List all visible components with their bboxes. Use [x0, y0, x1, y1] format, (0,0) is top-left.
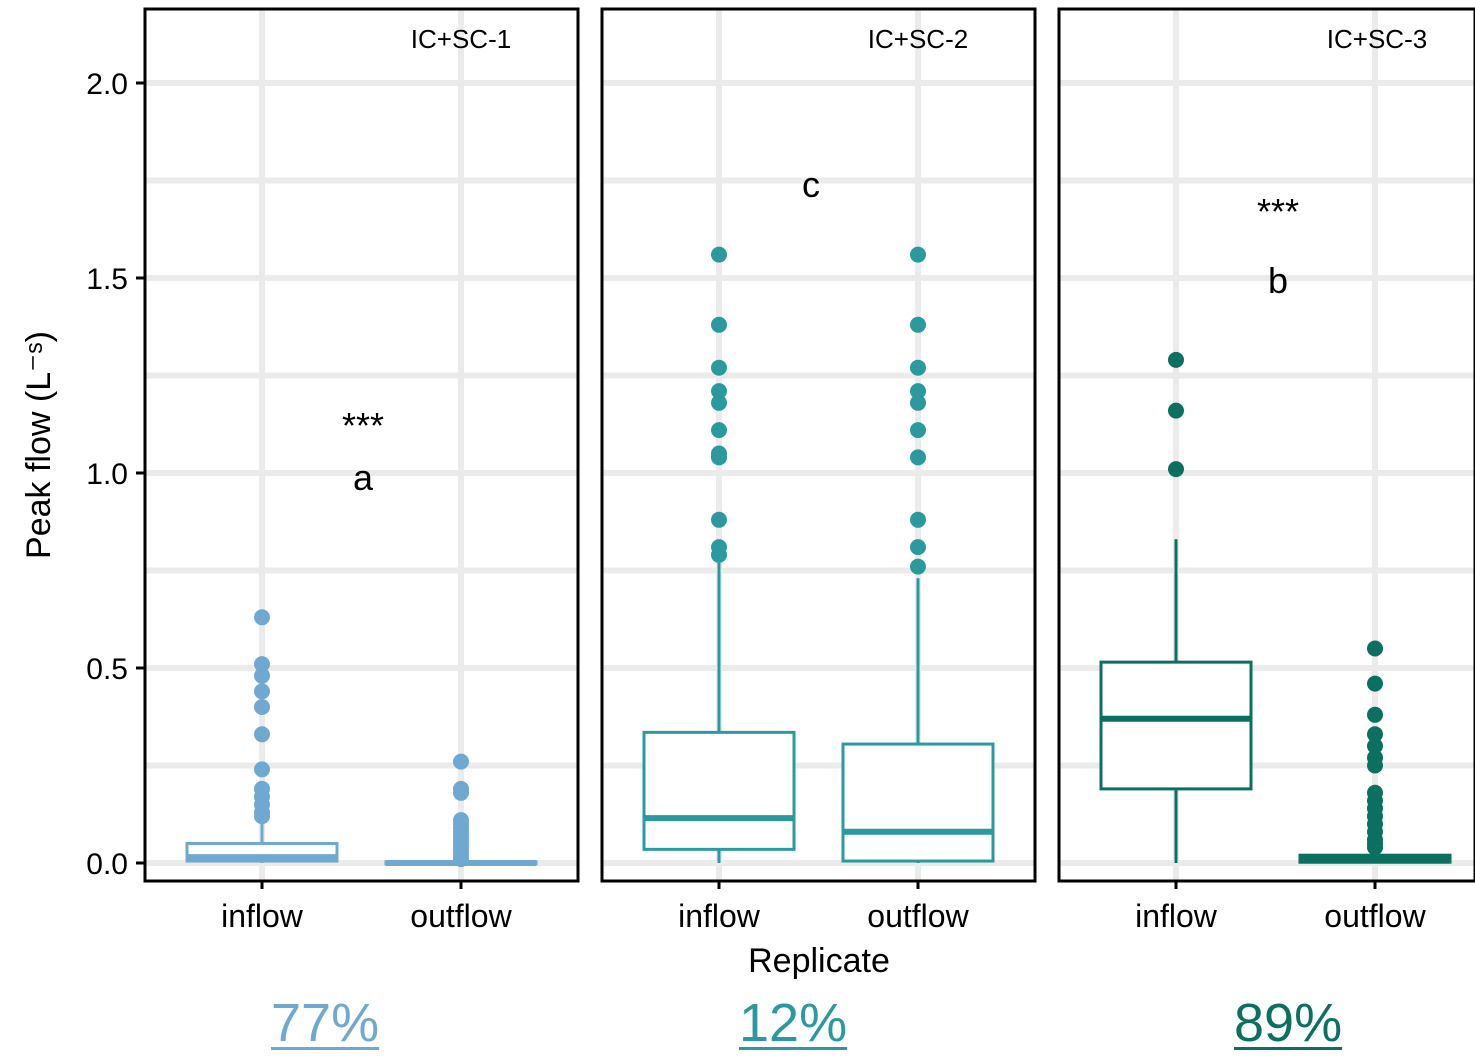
outlier-point [254, 609, 270, 626]
y-tick-label: 1.0 [86, 458, 128, 491]
outlier-point [1367, 675, 1383, 692]
outlier-point [910, 359, 926, 376]
x-tick-label: inflow [678, 898, 761, 934]
percent-label: 89% [1234, 993, 1343, 1053]
x-tick-label: outflow [1324, 898, 1426, 934]
outlier-point [910, 449, 926, 466]
outlier-point [1367, 706, 1383, 723]
y-axis-title: Peak flow (L⁻ˢ) [20, 331, 58, 559]
panel-title: IC+SC-3 [1327, 24, 1427, 54]
outlier-point [254, 726, 270, 743]
panel-border [600, 7, 1037, 883]
percent-label: 77% [271, 993, 380, 1053]
y-tick-label: 0.0 [86, 848, 128, 881]
significance-label: *** [342, 405, 384, 446]
outlier-point [910, 316, 926, 333]
outlier-point [910, 558, 926, 575]
outlier-point [1168, 351, 1184, 368]
group-letter: a [353, 457, 374, 498]
box [1099, 660, 1253, 791]
outlier-point [1367, 640, 1383, 657]
outlier-point [1168, 402, 1184, 419]
box [642, 730, 796, 851]
outlier-point [1367, 738, 1383, 754]
outlier-point [254, 761, 270, 778]
outlier-point [1367, 726, 1383, 743]
outlier-point [910, 511, 926, 528]
outlier-point [711, 246, 727, 263]
outlier-point [910, 246, 926, 263]
outlier-point [1168, 461, 1184, 478]
outlier-point [910, 383, 926, 400]
outlier-point [453, 784, 469, 801]
outlier-point [254, 667, 270, 684]
group-letter: c [802, 164, 820, 205]
outlier-point [711, 422, 727, 439]
outlier-point [711, 316, 727, 333]
outlier-point [254, 699, 270, 715]
y-tick-label: 2.0 [86, 68, 128, 101]
x-tick-label: outflow [410, 898, 512, 934]
outlier-point [1367, 757, 1383, 774]
outlier-point [453, 851, 469, 868]
outlier-point [254, 683, 270, 700]
outlier-point [711, 546, 727, 563]
x-tick-label: outflow [867, 898, 969, 934]
outlier-point [711, 383, 727, 400]
outlier-point [711, 359, 727, 376]
outlier-point [254, 656, 270, 673]
outlier-point [711, 511, 727, 528]
panel-border [143, 7, 580, 883]
outlier-point [1367, 839, 1383, 856]
outlier-point [910, 422, 926, 439]
box [841, 742, 995, 863]
outlier-point [453, 753, 469, 770]
panel-title: IC+SC-2 [868, 24, 968, 54]
percent-label: 12% [739, 993, 848, 1053]
x-tick-label: inflow [1135, 898, 1218, 934]
x-axis-title: Replicate [748, 942, 890, 980]
panel-border [1057, 7, 1475, 883]
panel-title: IC+SC-1 [411, 24, 511, 54]
outlier-point [910, 394, 926, 411]
y-tick-label: 1.5 [86, 263, 128, 296]
x-tick-label: inflow [221, 898, 304, 934]
outlier-point [254, 808, 270, 825]
group-letter: b [1268, 260, 1288, 301]
significance-label: *** [1257, 191, 1299, 232]
outlier-point [910, 539, 926, 556]
outlier-point [711, 449, 727, 466]
y-tick-label: 0.5 [86, 653, 128, 686]
outlier-point [711, 394, 727, 411]
